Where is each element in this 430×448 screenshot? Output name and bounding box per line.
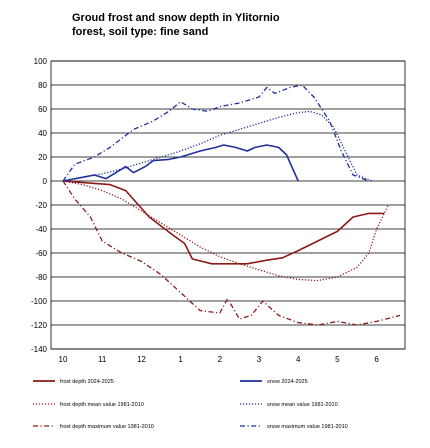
legend-label: frost depth mean value 1981-2010 — [60, 402, 144, 408]
legend-label: snow mean value 1981-2010 — [267, 402, 338, 408]
y-tick-label: -40 — [35, 225, 47, 234]
x-tick-label: 12 — [137, 355, 146, 364]
x-tick-label: 1 — [178, 355, 183, 364]
x-tick-label: 10 — [59, 355, 68, 364]
y-tick-label: -60 — [35, 249, 47, 258]
x-axis-labels: 10 11 12 1 2 3 4 5 6 — [59, 355, 380, 364]
legend-label: snow 2024-2025 — [267, 379, 308, 385]
x-tick-label: 5 — [335, 355, 340, 364]
y-tick-label: -80 — [35, 273, 47, 282]
y-tick-label: -20 — [35, 201, 47, 210]
legend: frost depth 2024-2025 snow 2024-2025 frost… — [33, 379, 348, 430]
y-tick-label: -140 — [31, 345, 48, 354]
y-tick-label: 20 — [38, 153, 47, 162]
legend-label: snow maximum value 1981-2010 — [267, 424, 348, 430]
series-lines — [62, 84, 401, 326]
y-axis-labels: 100 80 60 40 20 0 -20 -40 -60 -80 -100 -120 -140 — [31, 57, 48, 354]
y-tick-label: 40 — [38, 129, 47, 138]
y-tick-label: 100 — [34, 57, 48, 66]
x-tick-label: 3 — [257, 355, 262, 364]
grid-lines — [51, 60, 405, 350]
chart-title-line-2: forest, soil type: fine sand — [72, 26, 209, 38]
plot-frame — [50, 60, 406, 350]
y-tick-label: 60 — [38, 105, 47, 114]
y-tick-label: 0 — [43, 177, 48, 186]
series-line-3 — [62, 180, 389, 282]
y-tick-label: 80 — [38, 81, 47, 90]
chart-title-line-1: Groud frost and snow depth in Ylitornio — [72, 12, 280, 24]
series-line-1 — [62, 180, 385, 265]
series-line-5 — [62, 180, 401, 326]
x-tick-label: 11 — [98, 355, 107, 364]
x-tick-label: 6 — [374, 355, 379, 364]
legend-label: frost depth maximum value 1981-2010 — [60, 424, 154, 430]
x-tick-label: 2 — [218, 355, 223, 364]
y-tick-label: -100 — [31, 297, 48, 306]
series-line-2 — [62, 144, 299, 182]
legend-label: frost depth 2024-2025 — [60, 379, 114, 385]
x-tick-label: 4 — [296, 355, 301, 364]
series-line-4 — [62, 110, 373, 182]
chart-title: Groud frost and snow depth in Ylitornio … — [72, 11, 412, 39]
y-tick-label: -120 — [31, 321, 48, 330]
